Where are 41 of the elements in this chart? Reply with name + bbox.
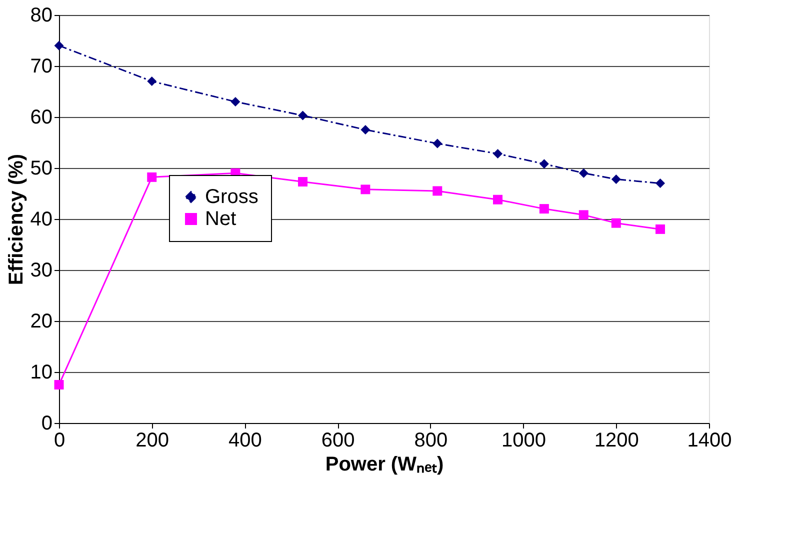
x-tick-label: 1400	[687, 430, 732, 452]
point	[611, 218, 621, 228]
y-tick-label: 40	[30, 208, 52, 230]
point	[432, 138, 442, 148]
point	[230, 96, 240, 106]
y-tick-label: 10	[30, 362, 52, 384]
y-axis-title: Efficiency (%)	[5, 154, 28, 286]
point	[147, 172, 157, 182]
point	[298, 177, 308, 187]
point	[298, 110, 308, 120]
x-tick-label: 200	[136, 430, 170, 452]
y-tick-label: 0	[41, 412, 52, 434]
point	[432, 186, 442, 196]
x-axis-title: Power (Wₙₑₜ)	[325, 454, 444, 476]
point	[147, 76, 157, 86]
point	[578, 210, 588, 220]
x-tick-label: 1000	[502, 430, 546, 452]
point	[54, 40, 64, 50]
x-tick-label: 600	[321, 430, 355, 452]
point	[360, 184, 370, 194]
point	[539, 204, 549, 214]
legend-label: Net	[205, 208, 237, 230]
y-tick-label: 60	[30, 106, 52, 128]
point	[656, 224, 665, 234]
y-tick-label: 70	[30, 56, 52, 78]
y-tick-label: 20	[30, 310, 52, 332]
y-tick-label: 80	[30, 4, 52, 26]
y-tick-label: 50	[30, 158, 52, 180]
point	[54, 380, 64, 390]
x-tick-label: 800	[414, 430, 448, 452]
point	[493, 194, 502, 204]
point	[578, 168, 588, 178]
point	[539, 159, 549, 169]
y-tick-label: 30	[30, 260, 52, 282]
point	[493, 148, 502, 158]
x-tick-label: 1200	[594, 430, 639, 452]
point	[656, 178, 665, 188]
legend-label: Gross	[205, 186, 258, 208]
point	[360, 125, 370, 134]
x-tick-label: 400	[228, 430, 262, 452]
point	[611, 174, 621, 184]
